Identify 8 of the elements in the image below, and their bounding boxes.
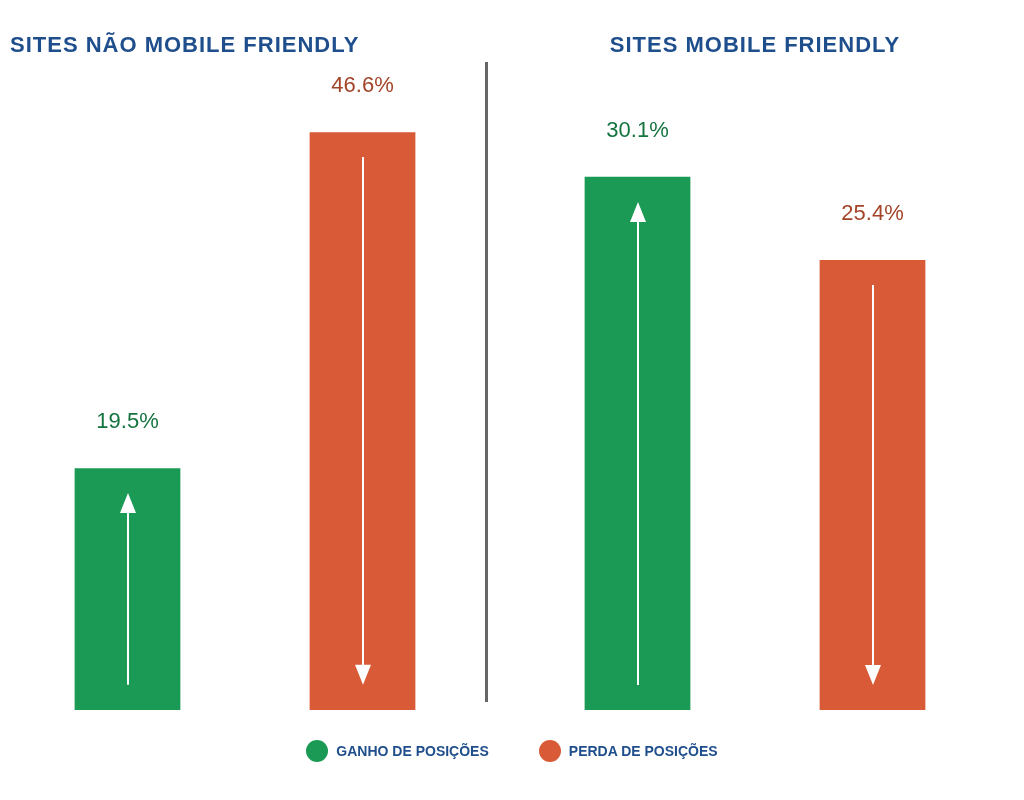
data-label: 46.6%: [331, 72, 394, 98]
data-label: 30.1%: [606, 116, 669, 142]
chart-title: SITES MOBILE FRIENDLY: [608, 31, 902, 59]
chart-title: SITES NÃO MOBILE FRIENDLY: [10, 31, 361, 59]
legend-label: PERDA DE POSIÇÕES: [568, 743, 718, 759]
data-label: 19.5%: [96, 408, 159, 434]
data-label: 25.4%: [841, 200, 904, 226]
legend-label: GANHO DE POSIÇÕES: [336, 743, 489, 759]
